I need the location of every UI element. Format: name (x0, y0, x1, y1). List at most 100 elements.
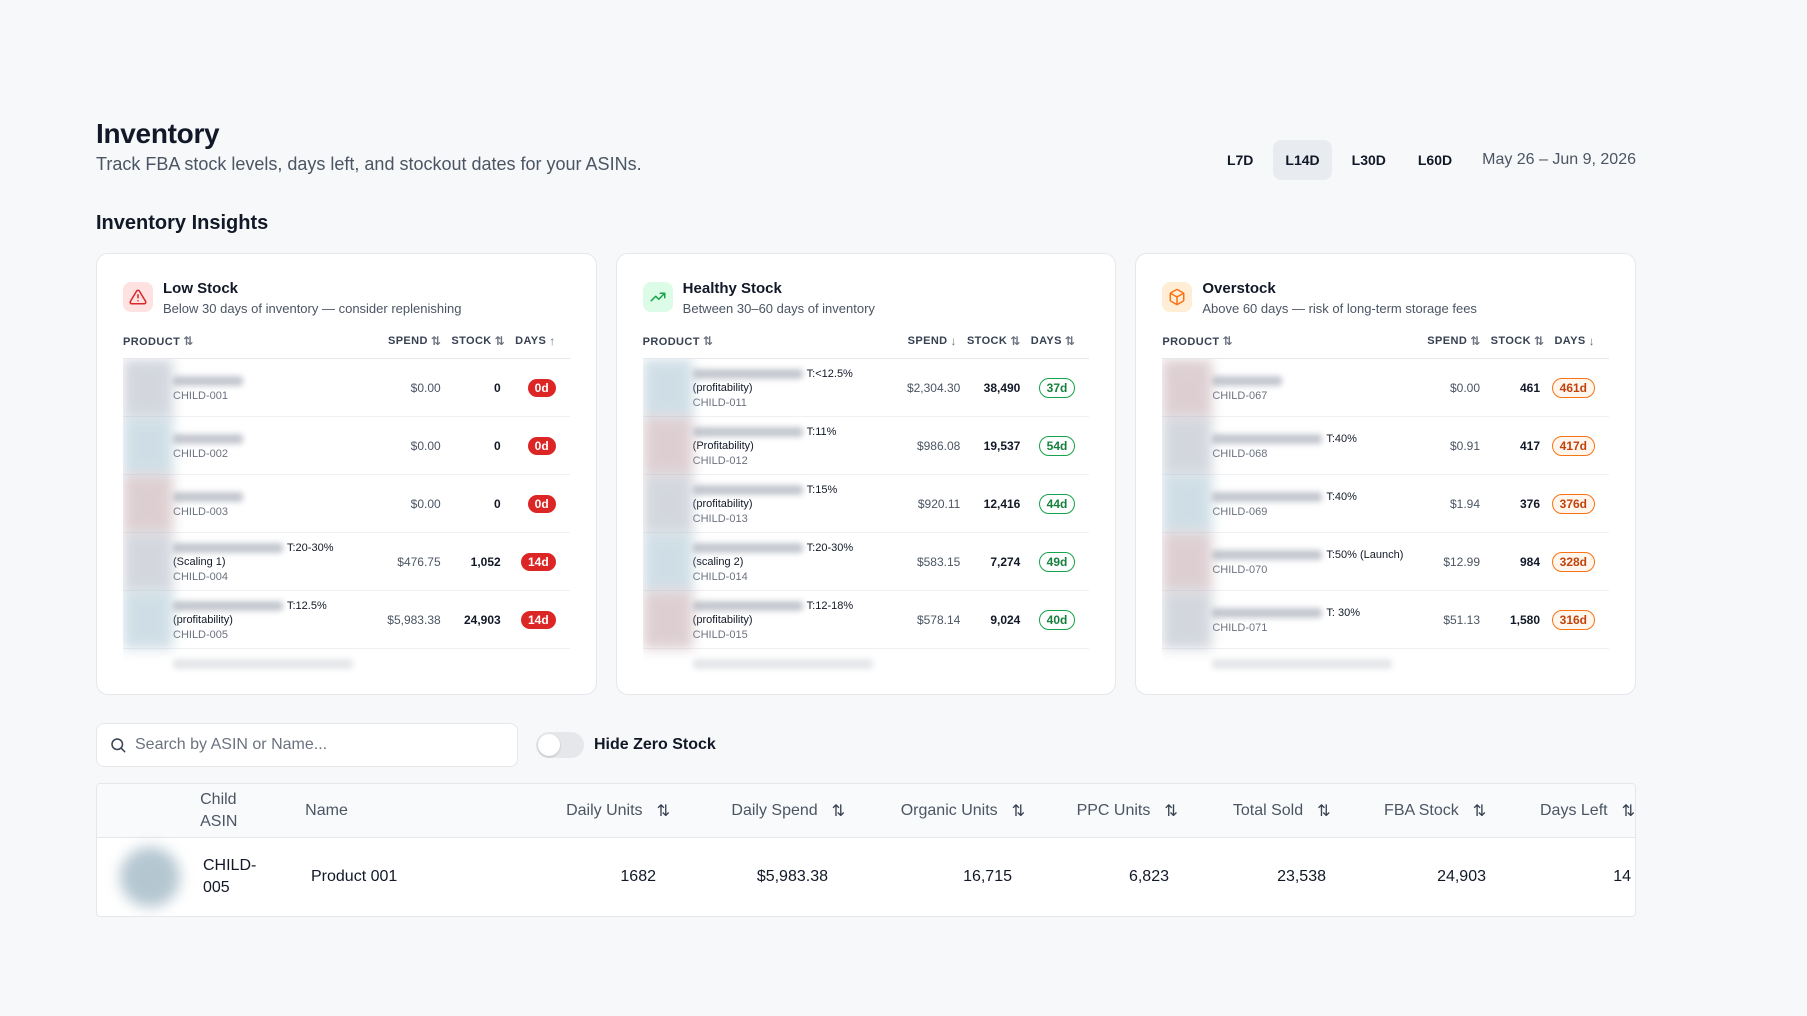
inventory-table: Child ASIN Name Daily Units ⇅ Daily Spend… (96, 783, 1636, 917)
sort-icon: ⇅ (831, 802, 846, 820)
col-days[interactable]: DAYS ↑ (515, 334, 556, 348)
stock-value: 984 (1519, 554, 1541, 569)
list-item[interactable]: T:15% (profitability) CHILD-013 $920.11 12,… (642, 474, 1090, 533)
range-l14d-button[interactable]: L14D (1273, 140, 1332, 180)
range-l30d-button[interactable]: L30D (1340, 140, 1398, 180)
card-rows: CHILD-001 $0.00 0 0d CHILD-002 $0.00 0 0d CHILD-… (123, 359, 570, 675)
col-fba-stock[interactable]: FBA Stock ⇅ (1331, 801, 1486, 821)
list-item[interactable]: CHILD-001 $0.00 0 0d (123, 359, 570, 417)
col-days[interactable]: DAYS ↓ (1554, 334, 1595, 348)
list-item[interactable]: T:20-30% (Scaling 1) CHILD-004 $476.75 1,05… (123, 532, 570, 591)
list-item[interactable]: T:40% CHILD-069 $1.94 376 376d (1162, 474, 1610, 533)
warning-triangle-icon (123, 282, 153, 312)
product-name (173, 374, 371, 388)
col-spend[interactable]: SPEND ↓ (908, 334, 957, 348)
child-asin: CHILD-067 (1212, 389, 1268, 402)
product-target-label: T:15% (profitability) (692, 483, 838, 510)
col-fba-stock-label: FBA Stock (1384, 801, 1459, 819)
list-item[interactable]: CHILD-003 $0.00 0 0d (123, 474, 570, 533)
range-l7d-button[interactable]: L7D (1215, 140, 1265, 180)
col-organic-units-label: Organic Units (900, 801, 998, 819)
col-days-left[interactable]: Days Left ⇅ (1486, 801, 1635, 821)
sort-icon: ⇅ (1621, 802, 1635, 820)
days-badge: 0d (527, 378, 556, 397)
table-row[interactable]: CHILD-005 Product 001 1682 $5,983.38 16,… (97, 838, 1635, 916)
product-name: T: 30% (1212, 606, 1410, 620)
card-description: Above 60 days — risk of long-term storag… (1202, 301, 1477, 316)
stock-value: 7,274 (990, 554, 1021, 569)
product-cell: CHILD-001 (173, 374, 371, 402)
page-title: Inventory (96, 118, 220, 149)
col-product[interactable]: PRODUCT ⇅ (1162, 334, 1417, 348)
stock-value: 0 (493, 438, 501, 453)
col-spend[interactable]: SPEND ⇅ (1427, 334, 1480, 348)
redacted-name (173, 600, 283, 611)
col-daily-spend-label: Daily Spend (731, 801, 818, 819)
col-name[interactable]: Name (305, 802, 485, 820)
list-item[interactable]: T:11% (Profitability) CHILD-012 $986.08 19,… (642, 416, 1090, 475)
sort-desc-icon: ↓ (1588, 334, 1596, 348)
child-asin: CHILD-014 (692, 570, 748, 583)
overstock-card: Overstock Above 60 days — risk of long-t… (1135, 253, 1637, 695)
col-child-asin[interactable]: Child ASIN (200, 789, 305, 833)
card-title: Overstock (1202, 280, 1276, 297)
product-name: T:11% (Profitability) (692, 425, 891, 453)
col-product[interactable]: PRODUCT ⇅ (643, 334, 898, 348)
col-organic-units[interactable]: Organic Units ⇅ (845, 801, 1025, 821)
days-badge: 328d (1551, 551, 1596, 572)
sort-asc-icon: ↑ (549, 334, 556, 348)
insights-title: Inventory Insights (96, 212, 269, 234)
spend-value: $986.08 (916, 438, 961, 453)
list-item[interactable]: T:<12.5% (profitability) CHILD-011 $2,304.… (642, 359, 1090, 417)
product-target-label: T:40% (1326, 432, 1357, 445)
redacted-name (692, 484, 803, 495)
redacted-name (173, 375, 243, 386)
table-controls: Hide Zero Stock (96, 723, 1636, 767)
list-item[interactable]: T: 30% CHILD-071 $51.13 1,580 316d (1162, 590, 1610, 649)
product-target-label: T:40% (1326, 490, 1357, 503)
col-total-sold[interactable]: Total Sold ⇅ (1178, 801, 1331, 821)
stock-value: 19,537 (983, 438, 1021, 453)
sort-icon: ⇅ (183, 334, 194, 348)
cell-fba-stock: 24,903 (1437, 868, 1486, 885)
list-item[interactable]: T:12-18% (profitability) CHILD-015 $578.14… (642, 590, 1090, 649)
list-item[interactable]: CHILD-002 $0.00 0 0d (123, 416, 570, 475)
sort-icon: ⇅ (494, 334, 506, 348)
col-daily-units[interactable]: Daily Units ⇅ (485, 801, 670, 821)
spend-value: $0.00 (410, 438, 441, 453)
insight-cards: Low Stock Below 30 days of inventory — c… (96, 253, 1637, 695)
col-stock-label: STOCK (1490, 335, 1531, 347)
col-product[interactable]: PRODUCT ⇅ (123, 334, 378, 348)
product-target-label: T:12-18% (profitability) (692, 599, 854, 626)
spend-value: $0.00 (410, 380, 441, 395)
product-thumbnail (642, 532, 693, 591)
col-product-label: PRODUCT (642, 336, 700, 348)
spend-value: $476.75 (397, 554, 441, 569)
sort-icon: ⇅ (656, 802, 670, 820)
col-ppc-units[interactable]: PPC Units ⇅ (1025, 801, 1178, 821)
days-badge: 14d (520, 552, 556, 571)
col-stock[interactable]: STOCK ⇅ (1491, 334, 1545, 348)
col-product-label: PRODUCT (123, 336, 181, 348)
search-input[interactable] (135, 736, 495, 754)
toggle-knob (538, 734, 560, 756)
list-item[interactable]: CHILD-067 $0.00 461 461d (1162, 359, 1610, 417)
cell-daily-units: 1682 (620, 868, 656, 885)
list-item[interactable]: T:20-30% (scaling 2) CHILD-014 $583.15 7,27… (642, 532, 1090, 591)
child-asin: CHILD-003 (173, 505, 229, 518)
inventory-page: Inventory Track FBA stock levels, days l… (96, 118, 1637, 917)
col-stock[interactable]: STOCK ⇅ (967, 334, 1021, 348)
col-stock[interactable]: STOCK ⇅ (451, 334, 505, 348)
hide-zero-stock-toggle[interactable] (536, 732, 584, 758)
list-item[interactable]: T:50% (Launch) CHILD-070 $12.99 984 328d (1162, 532, 1610, 591)
col-days[interactable]: DAYS ⇅ (1031, 334, 1076, 348)
col-spend[interactable]: SPEND ⇅ (388, 334, 441, 348)
spend-value: $0.00 (1449, 380, 1481, 395)
product-cell: CHILD-003 (173, 490, 371, 518)
range-l60d-button[interactable]: L60D (1406, 140, 1464, 180)
list-item[interactable]: T:40% CHILD-068 $0.91 417 417d (1162, 416, 1610, 475)
sort-icon: ⇅ (1470, 334, 1481, 348)
list-item[interactable]: T:12.5% (profitability) CHILD-005 $5,983.3… (123, 590, 570, 649)
sort-icon: ⇅ (702, 334, 714, 348)
col-daily-spend[interactable]: Daily Spend ⇅ (670, 801, 845, 821)
